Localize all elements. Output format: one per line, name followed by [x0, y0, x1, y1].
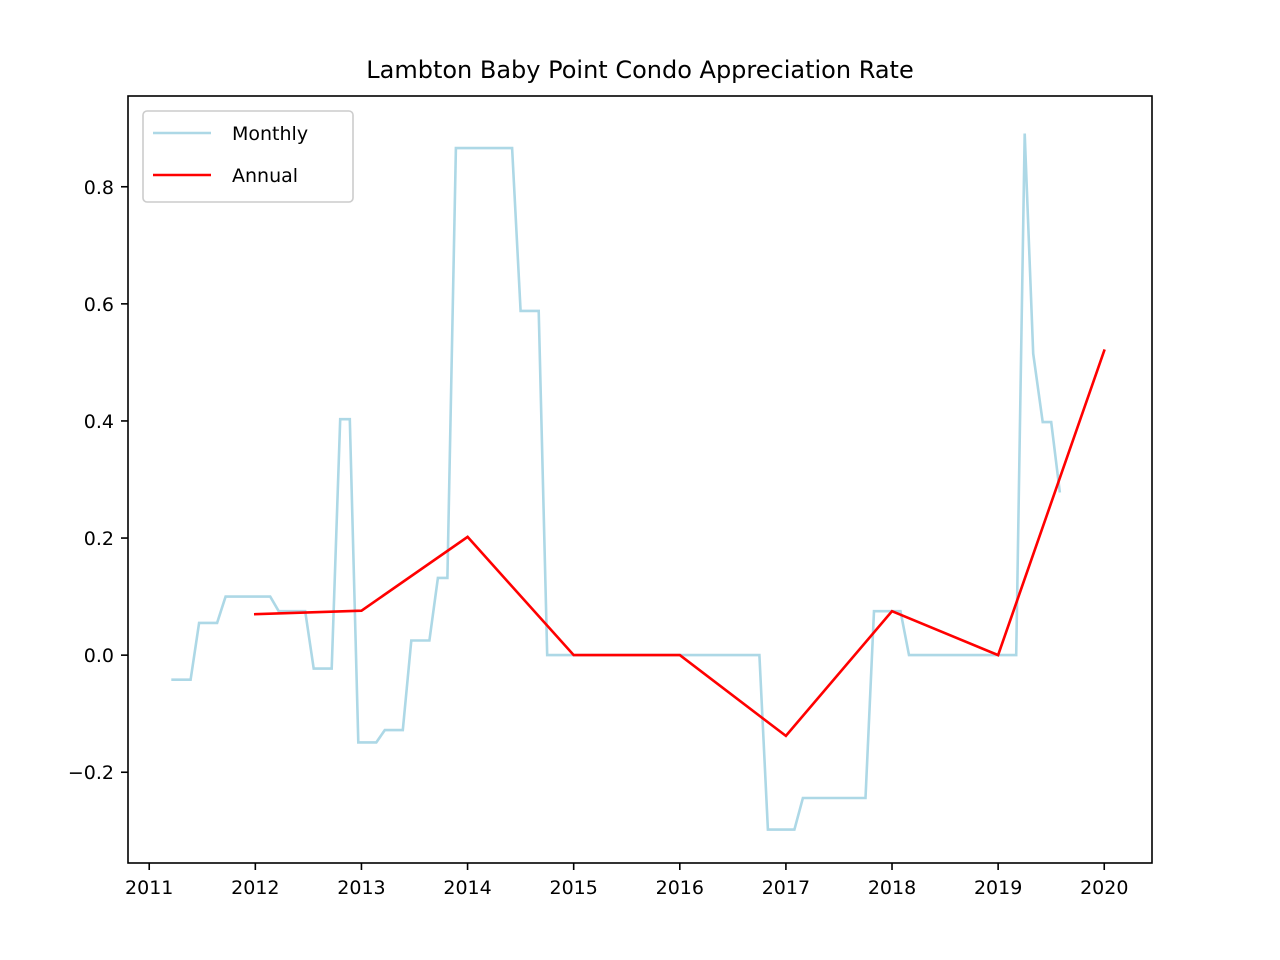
legend-label-monthly: Monthly — [232, 123, 308, 145]
x-tick-label: 2014 — [443, 877, 491, 899]
x-tick-label: 2017 — [762, 877, 810, 899]
x-tick-label: 2019 — [974, 877, 1022, 899]
y-tick-label: 0.6 — [84, 294, 114, 316]
y-tick-label: 0.0 — [84, 645, 114, 667]
legend: Monthly Annual — [142, 110, 354, 203]
x-tick-label: 2013 — [337, 877, 385, 899]
axes-frame — [127, 95, 1153, 864]
plot-area — [171, 133, 1106, 831]
y-tick-label: 0.4 — [84, 411, 114, 433]
series-line-annual — [253, 349, 1106, 738]
x-tick-label: 2018 — [868, 877, 916, 899]
axes: 2011 2012 2013 2014 2015 2016 2017 2018 2019 2020… — [68, 95, 1153, 899]
legend-label-annual: Annual — [232, 165, 298, 187]
y-tick-label: −0.2 — [68, 762, 114, 784]
y-tick-label: 0.2 — [84, 528, 114, 550]
chart-title: Lambton Baby Point Condo Appreciation Ra… — [366, 56, 913, 84]
x-tick-label: 2020 — [1080, 877, 1128, 899]
x-tick-label: 2015 — [549, 877, 597, 899]
x-tick-label: 2011 — [125, 877, 173, 899]
x-tick-label: 2016 — [656, 877, 704, 899]
series-line-monthly — [171, 133, 1062, 831]
y-tick-label: 0.8 — [84, 177, 114, 199]
x-tick-label: 2012 — [231, 877, 279, 899]
